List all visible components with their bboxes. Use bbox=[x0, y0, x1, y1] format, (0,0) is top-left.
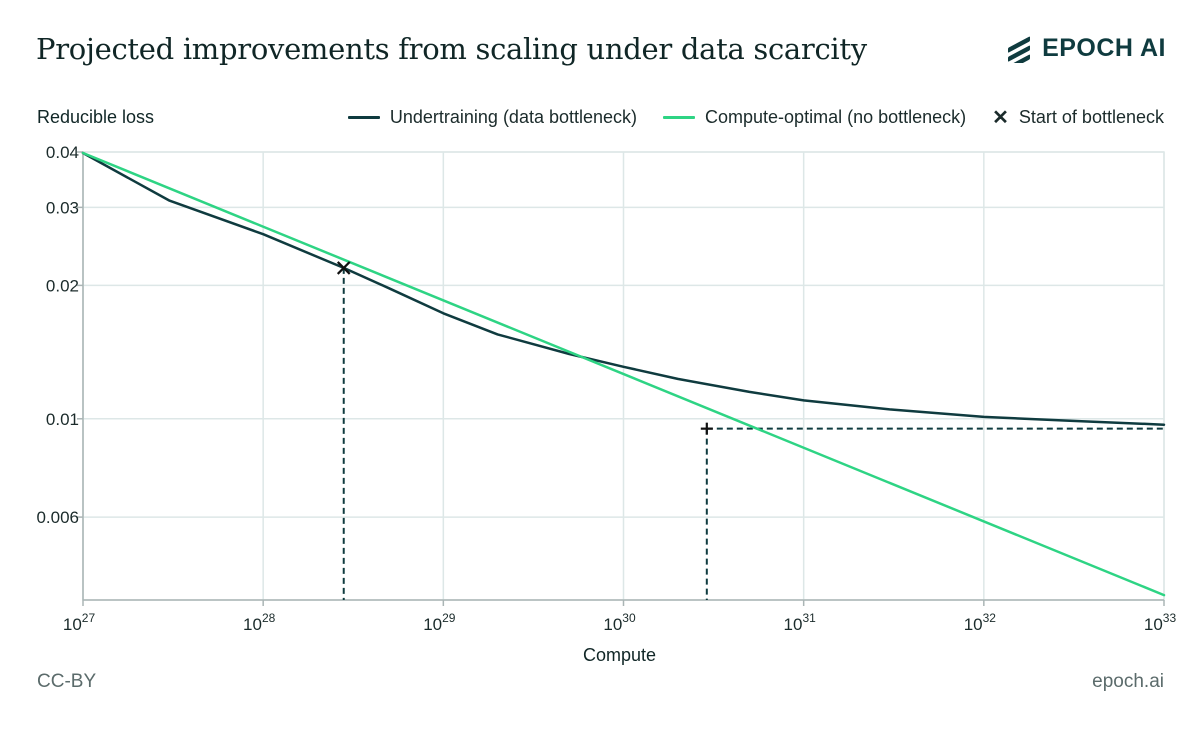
series bbox=[81, 151, 1166, 597]
chart-title: Projected improvements from scaling unde… bbox=[36, 32, 867, 66]
y-tick-label: 0.006 bbox=[36, 508, 79, 527]
y-tick-label: 0.02 bbox=[46, 276, 79, 295]
legend-swatch-compute-optimal bbox=[663, 116, 696, 119]
legend-label-start-marker: Start of bottleneck bbox=[1018, 107, 1164, 127]
guide-lines bbox=[342, 267, 1164, 600]
legend: Undertraining (data bottleneck) Compute-… bbox=[347, 107, 1164, 128]
start-of-bottleneck-marker bbox=[336, 261, 351, 275]
markers bbox=[336, 261, 713, 435]
legend-item-undertraining: Undertraining (data bottleneck) bbox=[347, 107, 638, 128]
tick-labels: 1027 1028 1029 1030 1031 1032 1033 0.04 0.03 0.02… bbox=[36, 143, 1176, 634]
grid bbox=[77, 151, 1165, 606]
legend-label-undertraining: Undertraining (data bottleneck) bbox=[389, 107, 638, 127]
brand-logo: EPOCH AI bbox=[1006, 34, 1166, 63]
y-tick-label: 0.04 bbox=[46, 143, 79, 162]
marker-stroke bbox=[336, 261, 351, 275]
equivalent-point-marker bbox=[700, 422, 713, 435]
license-label: CC-BY bbox=[37, 671, 97, 692]
x-tick-label: 1028 bbox=[243, 611, 276, 634]
y-axis-label: Reducible loss bbox=[37, 107, 155, 127]
x-tick-label: 1029 bbox=[423, 611, 456, 634]
epoch-stripes-icon bbox=[1008, 36, 1031, 63]
x-tick-label: 1030 bbox=[603, 611, 636, 634]
legend-label-compute-optimal: Compute-optimal (no bottleneck) bbox=[705, 107, 967, 127]
x-tick-label: 1027 bbox=[63, 611, 96, 634]
x-tick-label: 1033 bbox=[1144, 611, 1177, 634]
x-tick-label: 1031 bbox=[784, 611, 817, 634]
site-link[interactable]: epoch.ai bbox=[1092, 671, 1164, 692]
cross-marker-icon: ✕ bbox=[992, 106, 1009, 129]
y-tick-label: 0.01 bbox=[46, 410, 79, 429]
y-tick-label: 0.03 bbox=[46, 198, 79, 217]
x-axis-label: Compute bbox=[583, 645, 657, 665]
brand-name: EPOCH AI bbox=[1042, 34, 1166, 62]
compute-optimal-line bbox=[81, 151, 1166, 597]
undertraining-line bbox=[81, 151, 1166, 426]
x-tick-label: 1032 bbox=[964, 611, 997, 634]
legend-item-compute-optimal: Compute-optimal (no bottleneck) bbox=[663, 107, 966, 128]
legend-swatch-undertraining bbox=[347, 116, 380, 119]
legend-item-start-marker: ✕ Start of bottleneck bbox=[992, 107, 1164, 128]
